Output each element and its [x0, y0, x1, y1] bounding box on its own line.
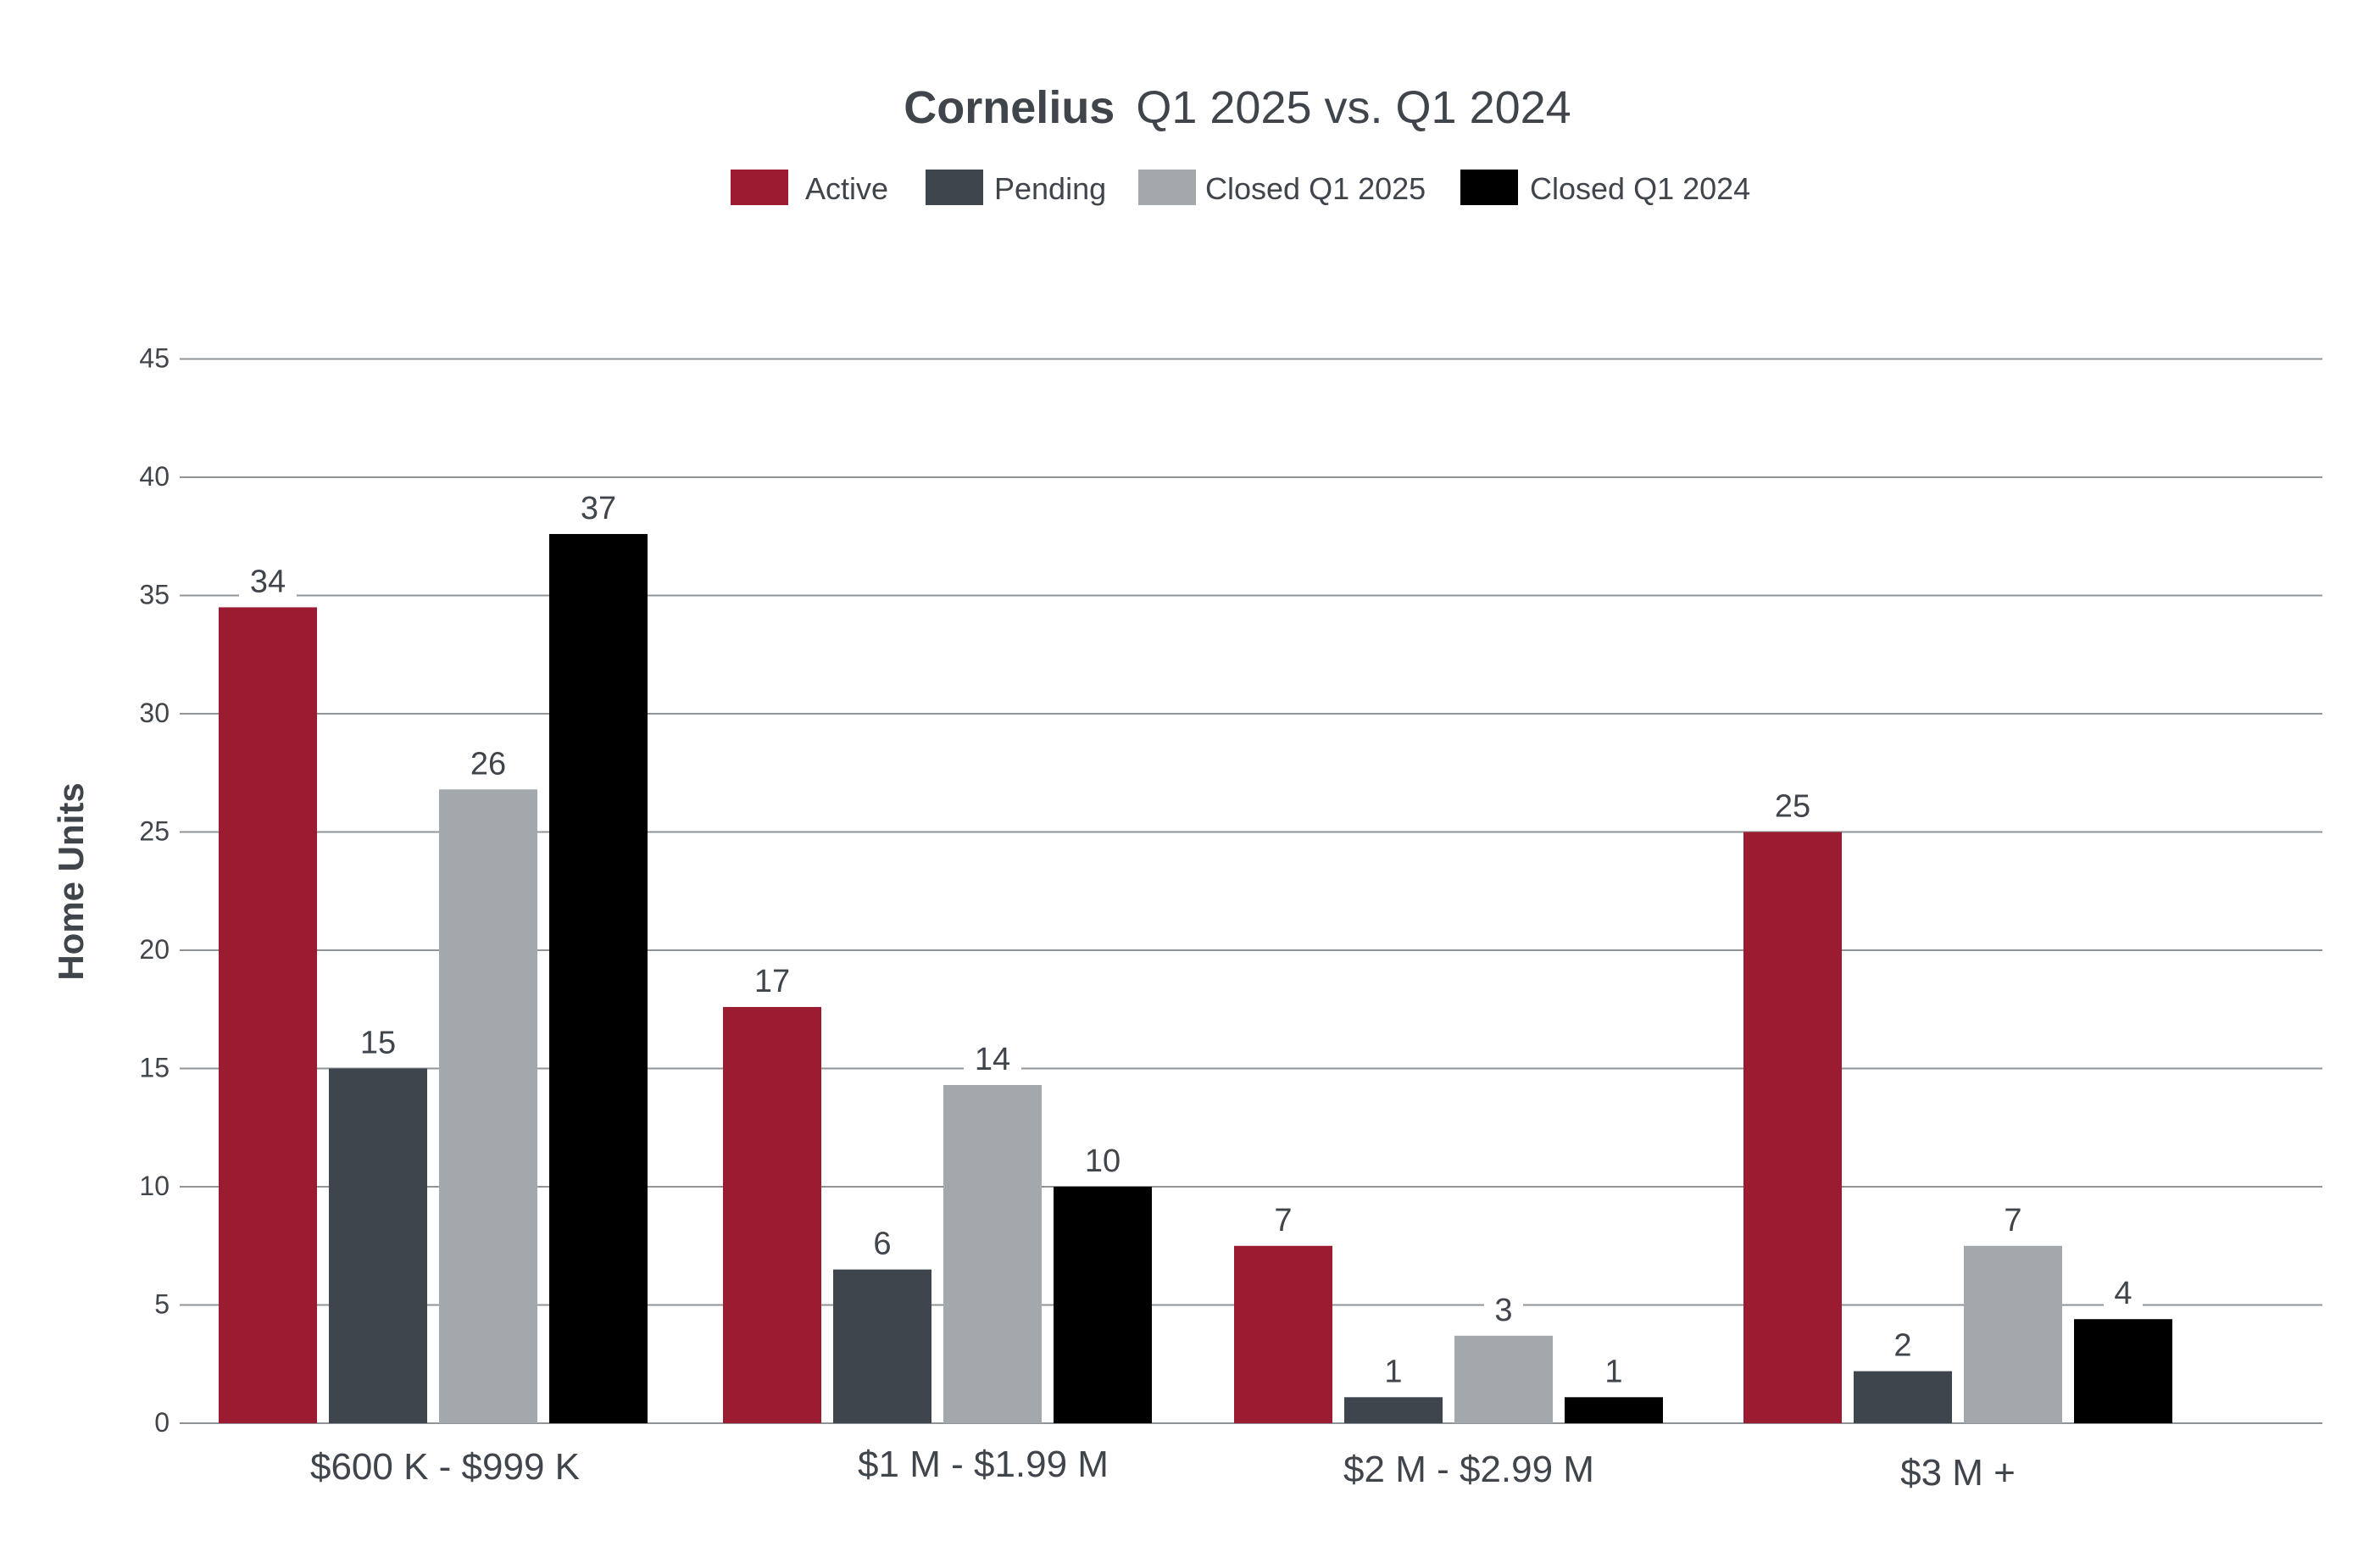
- y-tick-label: 45: [139, 343, 170, 374]
- y-tick-label: 20: [139, 934, 170, 965]
- y-tick-label: 35: [139, 580, 170, 610]
- chart-title-rest: Q1 2025 vs. Q1 2024: [1136, 82, 1571, 133]
- value-label: 7: [1274, 1203, 1292, 1238]
- value-label-background: [964, 1041, 1021, 1076]
- value-label: 34: [250, 564, 286, 599]
- value-label-background: [239, 563, 297, 598]
- legend-label: Closed Q1 2025: [1205, 171, 1426, 206]
- bar: [1234, 1245, 1332, 1423]
- value-label-background: [1764, 787, 1821, 822]
- value-label-background: [743, 962, 801, 997]
- value-label-background: [1264, 1201, 1303, 1236]
- x-tick-label: $2 M - $2.99 M: [1343, 1449, 1594, 1490]
- value-label: 2: [1893, 1328, 1911, 1364]
- legend-label: Active: [805, 171, 888, 206]
- bar: [1344, 1397, 1443, 1423]
- x-tick-label: $3 M +: [1900, 1452, 2016, 1494]
- x-tick-label: $600 K - $999 K: [310, 1446, 580, 1488]
- value-label: 4: [2114, 1276, 2132, 1311]
- bar: [833, 1269, 931, 1423]
- y-tick-label: 40: [139, 461, 170, 492]
- chart-title: Cornelius Q1 2025 vs. Q1 2024: [904, 82, 1571, 133]
- value-label-background: [2104, 1275, 2143, 1310]
- bar: [439, 789, 537, 1423]
- bar: [1743, 832, 1842, 1423]
- legend-swatch: [1138, 170, 1196, 205]
- bar: [943, 1085, 1042, 1423]
- value-label-background: [1374, 1353, 1413, 1388]
- value-label-background: [1074, 1143, 1132, 1177]
- y-axis-ticks: 0 5 10 15 20 25 30 35 40 45: [139, 343, 170, 1438]
- bars: [219, 533, 2172, 1424]
- chart-title-city: Cornelius: [904, 82, 1115, 133]
- legend-swatch: [731, 170, 788, 205]
- bar: [219, 607, 317, 1423]
- legend-label: Pending: [994, 171, 1106, 206]
- bar: [1854, 1371, 1952, 1423]
- value-label: 25: [1775, 789, 1810, 825]
- value-label: 37: [581, 491, 616, 526]
- value-label: 7: [2004, 1203, 2021, 1238]
- value-label: 3: [1494, 1293, 1512, 1328]
- y-tick-label: 30: [139, 698, 170, 728]
- value-label: 1: [1384, 1354, 1402, 1389]
- bar: [549, 533, 648, 1424]
- value-label: 10: [1085, 1143, 1120, 1179]
- legend-label: Closed Q1 2024: [1530, 171, 1750, 206]
- y-tick-label: 10: [139, 1171, 170, 1201]
- value-label-background: [1883, 1327, 1922, 1361]
- value-label: 26: [470, 746, 506, 782]
- bar: [329, 1068, 427, 1423]
- value-label-background: [863, 1225, 902, 1260]
- y-tick-label: 15: [139, 1053, 170, 1083]
- value-label: 15: [360, 1026, 396, 1061]
- value-label: 6: [873, 1227, 891, 1262]
- bar: [1454, 1335, 1553, 1423]
- x-axis-ticks: $600 K - $999 K $1 M - $1.99 M $2 M - $2.9…: [310, 1444, 2016, 1494]
- value-label: 1: [1604, 1354, 1622, 1389]
- bar: [1054, 1187, 1152, 1423]
- y-tick-label: 25: [139, 816, 170, 847]
- value-label-background: [1994, 1201, 2032, 1236]
- value-label-background: [459, 745, 517, 780]
- value-label: 17: [754, 964, 790, 999]
- y-tick-label: 5: [154, 1289, 170, 1320]
- value-label-background: [349, 1024, 407, 1059]
- bar: [723, 1006, 821, 1423]
- x-tick-label: $1 M - $1.99 M: [858, 1444, 1109, 1485]
- bar: [1565, 1397, 1663, 1423]
- bar: [1964, 1245, 2062, 1423]
- legend: Active Pending Closed Q1 2025 Closed Q1 202…: [731, 170, 1750, 206]
- y-tick-label: 0: [154, 1407, 170, 1438]
- value-label-background: [1484, 1291, 1523, 1326]
- value-label: 14: [975, 1042, 1010, 1077]
- bar: [2074, 1319, 2172, 1423]
- y-axis-label: Home Units: [51, 782, 91, 980]
- value-label-background: [1594, 1353, 1633, 1388]
- legend-swatch: [926, 170, 983, 205]
- legend-swatch: [1460, 170, 1518, 205]
- value-label-background: [570, 489, 627, 524]
